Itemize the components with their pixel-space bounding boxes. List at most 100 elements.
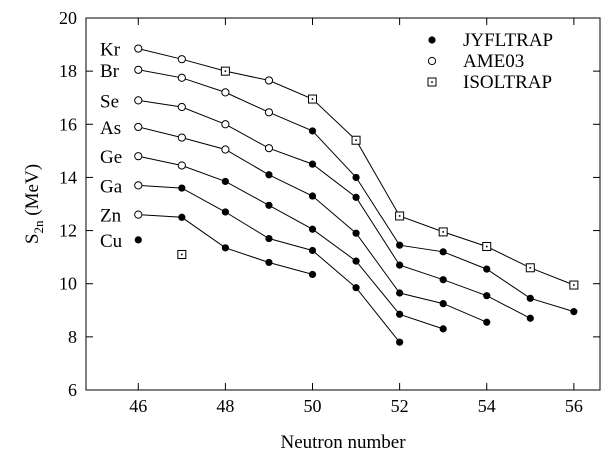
point-as [221, 145, 230, 154]
point-kr [308, 94, 318, 104]
legend-marker-ame03 [427, 56, 437, 66]
point-as [265, 171, 273, 179]
x-tick-label: 46 [129, 396, 147, 416]
plot-frame [85, 17, 601, 391]
y-tick-label: 20 [59, 8, 77, 28]
legend-label-isoltrap: ISOLTRAP [463, 72, 552, 93]
point-br [396, 241, 404, 249]
y-axis-label: S2n (MeV) [22, 164, 46, 244]
point-as [396, 289, 404, 297]
point-ga [265, 234, 273, 243]
x-axis-label: Neutron number [280, 432, 406, 453]
point-ge [221, 177, 229, 186]
y-tick-label: 16 [59, 114, 77, 134]
point-kr [525, 263, 535, 273]
point-br [134, 65, 143, 74]
point-se [177, 102, 186, 112]
point-kr [395, 211, 405, 221]
point-br [570, 308, 578, 316]
point-kr [569, 280, 579, 290]
point-as [177, 133, 186, 142]
element-label-br: Br [100, 61, 120, 82]
point-ge [439, 325, 447, 333]
point-br [264, 108, 274, 117]
point-cu [134, 236, 142, 244]
element-label-se: Se [100, 91, 119, 112]
x-tick-label: 52 [391, 396, 409, 416]
series-line-ge [138, 155, 444, 330]
series-line-as [138, 126, 487, 323]
x-tick-label: 54 [478, 396, 496, 416]
point-ge [134, 152, 143, 161]
point-br [352, 173, 360, 182]
element-label-cu: Cu [100, 231, 123, 252]
element-label-ga: Ga [100, 176, 123, 197]
series-line-se [138, 99, 531, 319]
point-zn [265, 258, 273, 267]
point-ga [396, 338, 404, 346]
axis-ticks: 46 48 50 52 54 56 6 8 10 12 14 16 18 20 [59, 8, 600, 416]
point-cu [177, 249, 187, 259]
series-line-br [138, 69, 575, 313]
point-as [483, 318, 491, 326]
point-ga [178, 184, 186, 192]
point-se [264, 144, 274, 153]
legend-marker-jyfltrap [428, 36, 436, 44]
legend-label-ame03: AME03 [463, 51, 524, 72]
point-br [439, 248, 447, 256]
point-as [352, 229, 360, 237]
y-tick-label: 10 [59, 274, 77, 294]
point-ge [352, 257, 360, 265]
y-tick-label: 18 [59, 61, 77, 81]
point-ge [308, 225, 317, 233]
point-se [439, 276, 447, 284]
point-se [352, 193, 360, 201]
point-kr [220, 66, 230, 76]
point-se [396, 261, 404, 269]
y-tick-label: 14 [59, 167, 77, 187]
point-br [221, 88, 230, 97]
y-axis-label-rest: (MeV) [22, 164, 43, 220]
point-as [308, 192, 317, 200]
point-kr [134, 44, 143, 53]
element-label-kr: Kr [100, 40, 121, 61]
series-lines [138, 48, 575, 343]
point-br [177, 73, 186, 82]
point-zn [178, 213, 186, 221]
point-se [526, 314, 534, 322]
x-tick-label: 50 [304, 396, 322, 416]
point-zn [221, 244, 229, 252]
point-ga [352, 284, 360, 292]
point-kr [177, 55, 186, 64]
point-kr [351, 135, 361, 145]
point-br [526, 294, 534, 302]
point-br [308, 127, 317, 135]
point-zn [308, 270, 317, 279]
point-ge [177, 161, 186, 170]
point-kr [438, 227, 448, 237]
element-label-ge: Ge [100, 147, 122, 168]
y-tick-label: 12 [59, 221, 77, 241]
point-kr [264, 76, 274, 85]
legend-label-jyfltrap: JYFLTRAP [463, 30, 553, 51]
element-label-zn: Zn [100, 206, 122, 227]
point-se [221, 120, 230, 129]
point-se [308, 160, 317, 168]
y-tick-label: 6 [68, 380, 77, 400]
point-as [134, 122, 143, 132]
point-ge [396, 310, 404, 318]
point-ge [265, 201, 273, 209]
y-tick-label: 8 [68, 327, 77, 347]
y-axis-label-sub: 2n [31, 220, 46, 234]
x-tick-label: 56 [565, 396, 583, 416]
point-se [134, 96, 143, 105]
y-axis-label-base: S [22, 233, 43, 244]
point-se [483, 292, 491, 300]
data-markers [134, 44, 579, 346]
point-kr [482, 242, 492, 252]
point-ga [134, 181, 143, 190]
point-as [439, 300, 447, 308]
